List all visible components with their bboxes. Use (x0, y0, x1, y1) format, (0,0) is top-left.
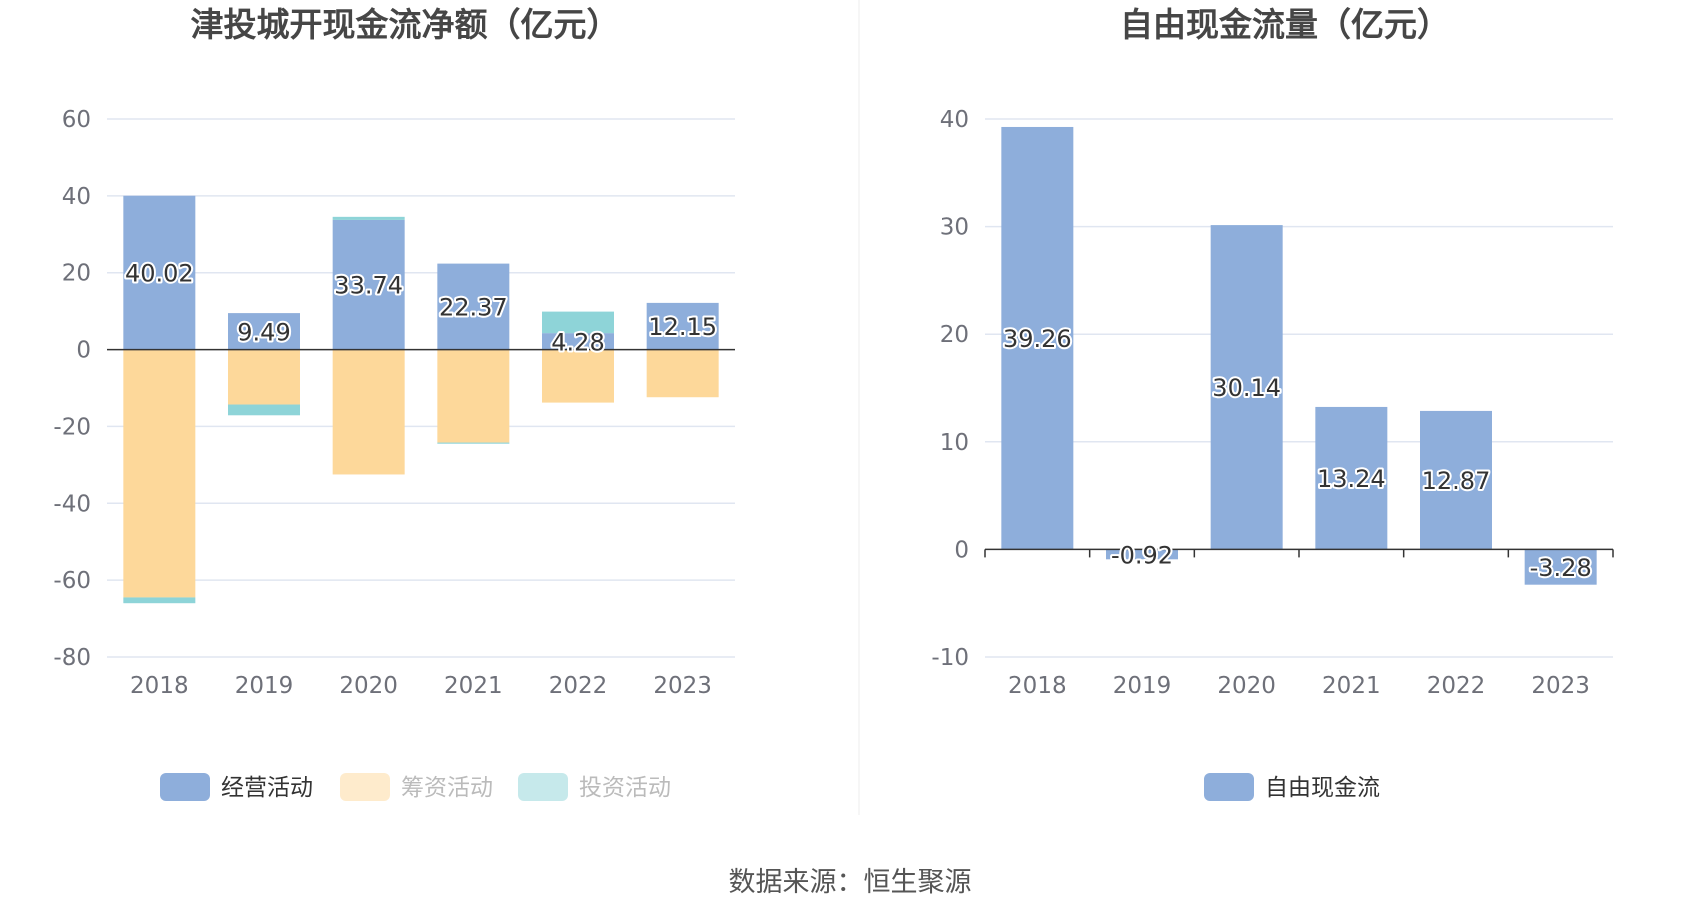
data-source-label: 数据来源：恒生聚源 (729, 867, 972, 898)
legend-item-operating[interactable]: 经营活动 (160, 773, 313, 801)
free-cashflow-y-axis: 40 30 20 10 0 -10 (931, 107, 969, 671)
y-tick-label: 0 (76, 338, 91, 364)
y-tick-label: -10 (931, 645, 969, 671)
legend-item-operating[interactable]: 自由现金流 (1204, 773, 1380, 801)
data-label-2018: 40.02 (125, 260, 194, 288)
x-tick-label: 2022 (1427, 673, 1486, 699)
free-cashflow-title: 自由现金流量（亿元） (1120, 5, 1450, 44)
data-label-2023: -3.28 (1530, 554, 1592, 582)
legend-label: 自由现金流 (1265, 775, 1380, 801)
data-label-2022: 4.28 (551, 328, 604, 356)
legend-swatch (1204, 773, 1254, 801)
free-cashflow-bars (1001, 126, 1597, 585)
free-cashflow-legend[interactable]: 自由现金流 (1204, 773, 1380, 801)
cashflow-net-bars (123, 195, 719, 604)
bar-operating-2018[interactable] (1001, 126, 1074, 550)
bar-operating-2023[interactable] (646, 302, 719, 350)
legend-swatch (518, 773, 568, 801)
legend-label: 经营活动 (221, 775, 313, 801)
bar-financing-2022[interactable] (542, 349, 614, 403)
bar-investing-2020[interactable] (332, 216, 405, 220)
legend-label: 投资活动 (579, 775, 671, 801)
y-tick-label: -40 (53, 491, 91, 517)
data-label-2023: 12.15 (648, 313, 717, 341)
y-tick-label: -80 (53, 645, 91, 671)
cashflow-net-gridlines (107, 118, 735, 658)
x-tick-label: 2020 (339, 673, 398, 699)
bar-investing-2022[interactable] (542, 311, 614, 334)
cashflow-net-chart: 津投城开现金流净额（亿元） 60 40 20 0 -20 -40 -60 -80 40.02 9… (53, 5, 735, 801)
x-tick-label: 2021 (444, 673, 503, 699)
free-cashflow-chart: 自由现金流量（亿元） 40 30 20 10 0 -10 39.26 -0.92 30.14 1… (931, 5, 1614, 801)
legend-item-investing[interactable]: 投资活动 (518, 773, 671, 801)
x-tick-label: 2018 (130, 673, 189, 699)
data-label-2019: 9.49 (237, 318, 290, 346)
bar-financing-2019[interactable] (228, 349, 300, 405)
free-cashflow-zero-axis (984, 548, 1614, 558)
free-cashflow-data-labels: 39.26 -0.92 30.14 13.24 12.87 -3.28 (1001, 323, 1594, 584)
x-tick-label: 2019 (1113, 673, 1172, 699)
bar-operating-2023[interactable] (1524, 549, 1597, 585)
cashflow-net-y-axis: 60 40 20 0 -20 -40 -60 -80 (53, 107, 91, 671)
bar-investing-2018[interactable] (123, 597, 196, 604)
bar-operating-2021[interactable] (437, 263, 510, 350)
bar-operating-2021[interactable] (1315, 406, 1388, 550)
bar-financing-2018[interactable] (123, 349, 196, 598)
free-cashflow-x-axis: 2018 2019 2020 2021 2022 2023 (1008, 673, 1590, 699)
data-label-2021: 22.37 (439, 294, 508, 322)
x-tick-label: 2020 (1217, 673, 1276, 699)
bar-operating-2018[interactable] (123, 195, 196, 350)
bar-operating-2019[interactable] (228, 313, 300, 350)
legend-swatch (340, 773, 390, 801)
x-tick-label: 2021 (1322, 673, 1381, 699)
x-tick-label: 2019 (235, 673, 294, 699)
y-tick-label: 30 (940, 215, 969, 241)
bar-investing-2019[interactable] (228, 404, 300, 416)
y-tick-label: 10 (940, 430, 969, 456)
data-label-2022: 12.87 (1422, 467, 1491, 495)
data-label-2021: 13.24 (1317, 465, 1386, 493)
data-label-2020: 33.74 (334, 272, 403, 300)
y-tick-label: 20 (940, 322, 969, 348)
bar-financing-2020[interactable] (332, 349, 405, 475)
legend-item-financing[interactable]: 筹资活动 (340, 773, 493, 801)
data-label-2018: 39.26 (1003, 325, 1072, 353)
y-tick-label: 40 (62, 184, 91, 210)
cashflow-net-x-axis: 2018 2019 2020 2021 2022 2023 (130, 673, 712, 699)
y-tick-label: -20 (53, 414, 91, 440)
y-tick-label: 20 (62, 261, 91, 287)
bar-investing-2021[interactable] (437, 442, 510, 444)
bar-operating-2019[interactable] (1106, 549, 1178, 560)
y-tick-label: -60 (53, 568, 91, 594)
data-label-2019: -0.92 (1111, 541, 1173, 569)
x-tick-label: 2023 (1531, 673, 1590, 699)
y-tick-label: 60 (62, 107, 91, 133)
x-tick-label: 2018 (1008, 673, 1067, 699)
data-label-2020: 30.14 (1212, 374, 1281, 402)
bar-operating-2020[interactable] (332, 219, 405, 350)
legend-label: 筹资活动 (401, 775, 493, 801)
free-cashflow-gridlines (985, 118, 1613, 658)
bar-financing-2023[interactable] (646, 349, 719, 398)
cashflow-net-title: 津投城开现金流净额（亿元） (191, 5, 620, 44)
bar-operating-2022[interactable] (1420, 410, 1492, 550)
y-tick-label: 40 (940, 107, 969, 133)
x-tick-label: 2023 (653, 673, 712, 699)
bar-operating-2022[interactable] (542, 333, 614, 350)
cashflow-net-data-labels: 40.02 9.49 33.74 22.37 4.28 12.15 (123, 258, 719, 359)
x-tick-label: 2022 (549, 673, 608, 699)
cashflow-net-legend[interactable]: 经营活动 筹资活动 投资活动 (160, 773, 671, 801)
bar-operating-2020[interactable] (1210, 225, 1283, 550)
y-tick-label: 0 (954, 537, 969, 563)
legend-swatch (160, 773, 210, 801)
bar-financing-2021[interactable] (437, 349, 510, 443)
